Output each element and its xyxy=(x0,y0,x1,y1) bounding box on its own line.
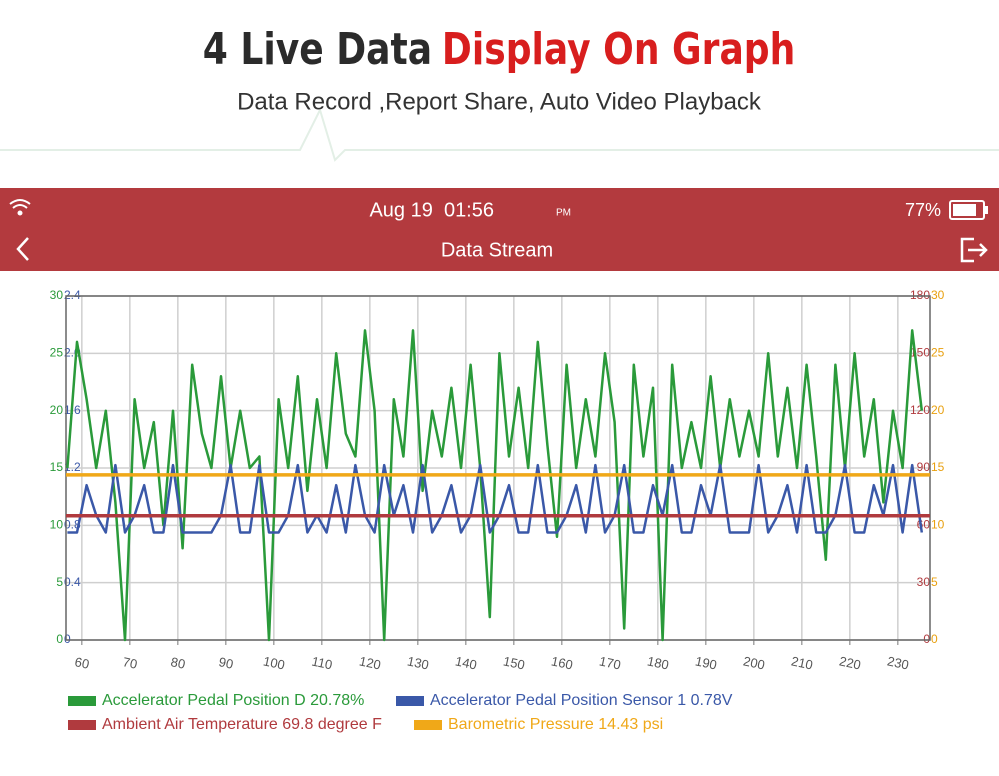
y-tick-label: 60 xyxy=(917,518,931,532)
legend-swatch xyxy=(414,720,442,730)
battery-tip xyxy=(985,206,988,214)
y-tick-label: 30 xyxy=(50,288,64,302)
y-tick-label: 10 xyxy=(931,518,945,532)
y-tick-label: 120 xyxy=(910,403,930,417)
y-tick-label: 15 xyxy=(50,460,64,474)
x-tick-label: 60 xyxy=(73,654,90,672)
y-tick-label: 30 xyxy=(917,575,931,589)
app-bar xyxy=(0,188,999,271)
y-tick-label: 0.4 xyxy=(64,575,81,589)
x-tick-label: 150 xyxy=(502,653,526,672)
plot-frame xyxy=(65,295,931,641)
headline-red: Display On Graph xyxy=(442,25,795,75)
legend-label: Accelerator Pedal Position Sensor 1 0.78… xyxy=(430,692,733,709)
series-line xyxy=(67,463,924,534)
y-tick-label: 15 xyxy=(931,460,945,474)
series-line xyxy=(66,329,924,642)
x-tick-label: 230 xyxy=(886,653,910,672)
y-tick-label: 0 xyxy=(931,632,938,646)
x-tick-label: 100 xyxy=(262,653,286,672)
y-tick-label: 20 xyxy=(50,403,64,417)
battery-level xyxy=(953,204,976,216)
wifi-icon xyxy=(9,199,31,216)
x-tick-label: 190 xyxy=(694,653,718,672)
plot: 60 70 80 90 100 110 120 130 140 150 160 170 180 190 20… xyxy=(50,288,945,733)
legend-label: Accelerator Pedal Position D 20.78% xyxy=(102,692,364,709)
battery-icon xyxy=(949,200,985,220)
x-tick-label: 120 xyxy=(358,653,382,672)
y-tick-label: 0 xyxy=(923,632,930,646)
legend-swatch xyxy=(396,696,424,706)
subtitle: Data Record ,Report Share, Auto Video Pl… xyxy=(237,88,762,115)
x-tick-label: 90 xyxy=(217,654,234,672)
screen-title: Data Stream xyxy=(441,239,553,261)
exit-arrow xyxy=(968,243,988,257)
y-tick-label: 20 xyxy=(931,403,945,417)
exit-button[interactable] xyxy=(960,237,988,263)
x-tick-label: 110 xyxy=(310,653,333,672)
legend-label: Ambient Air Temperature 69.8 degree F xyxy=(102,716,382,733)
y-tick-label: 5 xyxy=(931,575,938,589)
legend-label: Barometric Pressure 14.43 psi xyxy=(448,716,663,733)
x-tick-label: 220 xyxy=(838,653,862,672)
y-tick-label: 25 xyxy=(931,346,945,360)
x-tick-label: 210 xyxy=(790,653,814,672)
battery-percent: 77% xyxy=(905,200,941,220)
wifi-arc xyxy=(12,204,28,209)
clock-ampm: PM xyxy=(556,208,571,219)
y-tick-label: 5 xyxy=(56,575,63,589)
y-tick-label: 10 xyxy=(50,518,64,532)
headline-dark: 4 Live Data xyxy=(203,25,432,75)
x-tick-label: 70 xyxy=(121,654,138,672)
x-tick-label: 80 xyxy=(169,654,186,672)
x-tick-label: 200 xyxy=(742,653,766,672)
legend-swatch xyxy=(68,696,96,706)
y-tick-label: 180 xyxy=(910,288,930,302)
y-tick-label: 0 xyxy=(56,632,63,646)
x-tick-label: 170 xyxy=(598,653,622,672)
exit-frame xyxy=(960,237,974,263)
wifi-dot xyxy=(17,210,23,216)
legend-swatch xyxy=(68,720,96,730)
y-tick-label: 90 xyxy=(917,460,931,474)
x-tick-label: 130 xyxy=(406,653,430,672)
clock: Aug 19 01:56 xyxy=(369,199,494,221)
y-tick-label: 30 xyxy=(931,288,945,302)
back-button[interactable] xyxy=(16,237,29,261)
headline: 4 Live Data Display On Graph xyxy=(203,25,796,75)
x-tick-label: 160 xyxy=(550,653,574,672)
y-tick-label: 2.4 xyxy=(64,288,81,302)
x-tick-label: 140 xyxy=(454,653,478,672)
y-tick-label: 25 xyxy=(50,346,64,360)
wifi-arc xyxy=(9,199,31,205)
y-tick-label: 0 xyxy=(64,632,71,646)
decor-wave xyxy=(0,107,999,162)
x-tick-label: 180 xyxy=(646,653,670,672)
